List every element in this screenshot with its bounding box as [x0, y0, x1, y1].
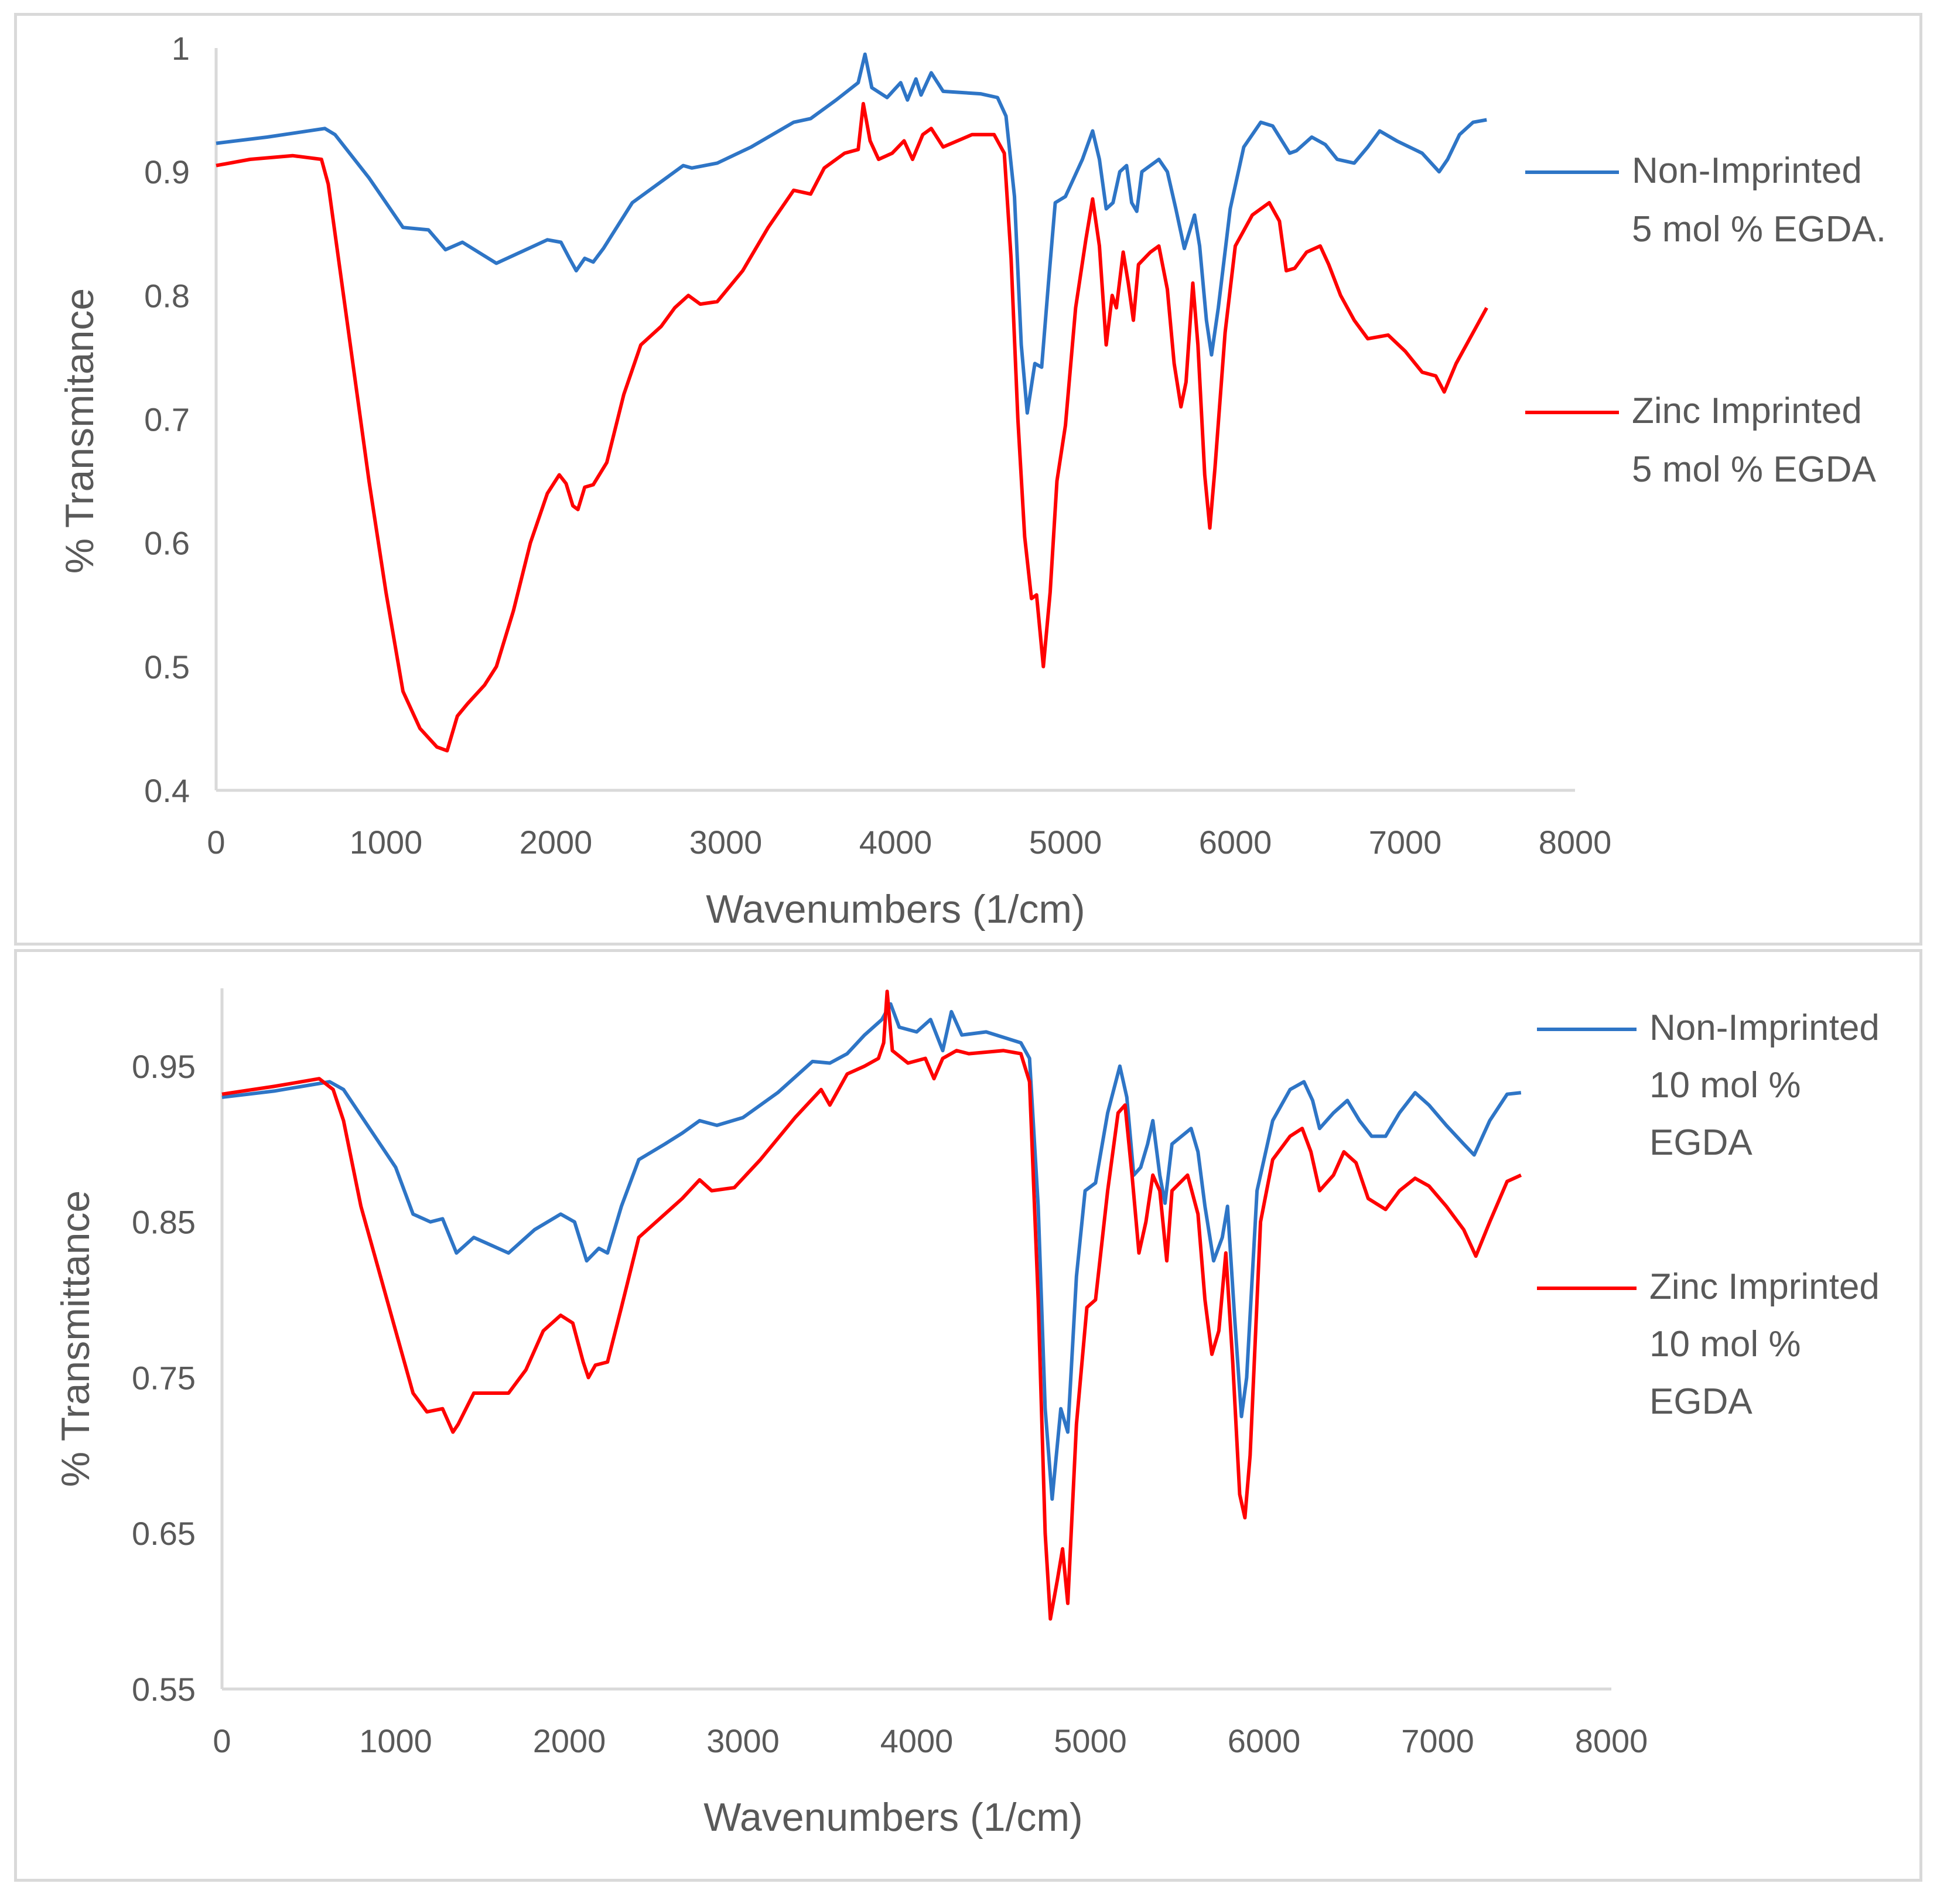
x-tick-label: 6000 — [1228, 1722, 1301, 1759]
series-line-non-imprinted — [221, 1002, 1522, 1501]
legend-label: 10 mol % — [1649, 1324, 1801, 1364]
legend-label: 5 mol % EGDA — [1632, 449, 1877, 490]
x-tick-label: 5000 — [1029, 824, 1102, 861]
x-tick-label: 2000 — [520, 824, 593, 861]
legend-label: Zinc Imprinted — [1649, 1267, 1880, 1307]
x-tick-label: 0 — [213, 1722, 231, 1759]
y-axis-title: % Transmittance — [53, 1190, 98, 1487]
x-tick-label: 0 — [207, 824, 225, 861]
y-axis-title: % Transmitance — [57, 288, 102, 574]
x-tick-label: 2000 — [533, 1722, 606, 1759]
x-tick-label: 3000 — [706, 1722, 780, 1759]
x-tick-label: 1000 — [350, 824, 423, 861]
series-line-zinc-imprinted — [221, 989, 1522, 1621]
y-tick-label: 0.4 — [144, 772, 190, 809]
y-tick-label: 0.85 — [132, 1204, 196, 1241]
series-line-non-imprinted — [216, 52, 1487, 415]
y-tick-label: 0.5 — [144, 649, 190, 685]
y-tick-label: 0.75 — [132, 1359, 196, 1396]
chart-5-mol-egda: 0 1000 2000 3000 4000 5000 6000 7000 8000 0.4 0.5 0… — [57, 30, 1886, 931]
y-tick-label: 0.8 — [144, 277, 190, 314]
legend-label: 10 mol % — [1649, 1065, 1801, 1105]
x-tick-label: 6000 — [1199, 824, 1272, 861]
y-tick-label: 0.65 — [132, 1515, 196, 1552]
y-tick-label: 0.7 — [144, 401, 190, 438]
y-tick-label: 0.6 — [144, 525, 190, 562]
legend-label: Non-Imprinted — [1649, 1008, 1880, 1048]
y-tick-label: 0.55 — [132, 1671, 196, 1708]
legend-label: Non-Imprinted — [1632, 151, 1862, 191]
chart-panel-bottom: 0 1000 2000 3000 4000 5000 6000 7000 8000 0.55 0.6… — [14, 949, 1922, 1882]
x-tick-label: 4000 — [880, 1722, 954, 1759]
x-tick-label: 1000 — [359, 1722, 432, 1759]
x-tick-label: 5000 — [1054, 1722, 1127, 1759]
x-tick-label: 8000 — [1539, 824, 1612, 861]
chart-panel-top: 0 1000 2000 3000 4000 5000 6000 7000 8000 0.4 0.5 0… — [14, 13, 1922, 946]
y-tick-label: 0.95 — [132, 1048, 196, 1085]
x-tick-label: 8000 — [1575, 1722, 1648, 1759]
legend-label: 5 mol % EGDA. — [1632, 209, 1886, 250]
legend-label: Zinc Imprinted — [1632, 391, 1862, 431]
legend-label: EGDA — [1649, 1381, 1752, 1422]
series-line-zinc-imprinted — [216, 102, 1488, 753]
x-tick-label: 3000 — [689, 824, 763, 861]
x-tick-label: 4000 — [859, 824, 932, 861]
legend-label: EGDA — [1649, 1122, 1752, 1163]
y-tick-label: 0.9 — [144, 153, 190, 190]
x-tick-label: 7000 — [1401, 1722, 1474, 1759]
x-tick-label: 7000 — [1369, 824, 1442, 861]
y-tick-label: 1 — [172, 30, 190, 67]
chart-10-mol-egda: 0 1000 2000 3000 4000 5000 6000 7000 8000 0.55 0.6… — [53, 988, 1880, 1840]
x-axis-title: Wavenumbers (1/cm) — [703, 1795, 1082, 1840]
x-axis-title: Wavenumbers (1/cm) — [706, 887, 1085, 931]
